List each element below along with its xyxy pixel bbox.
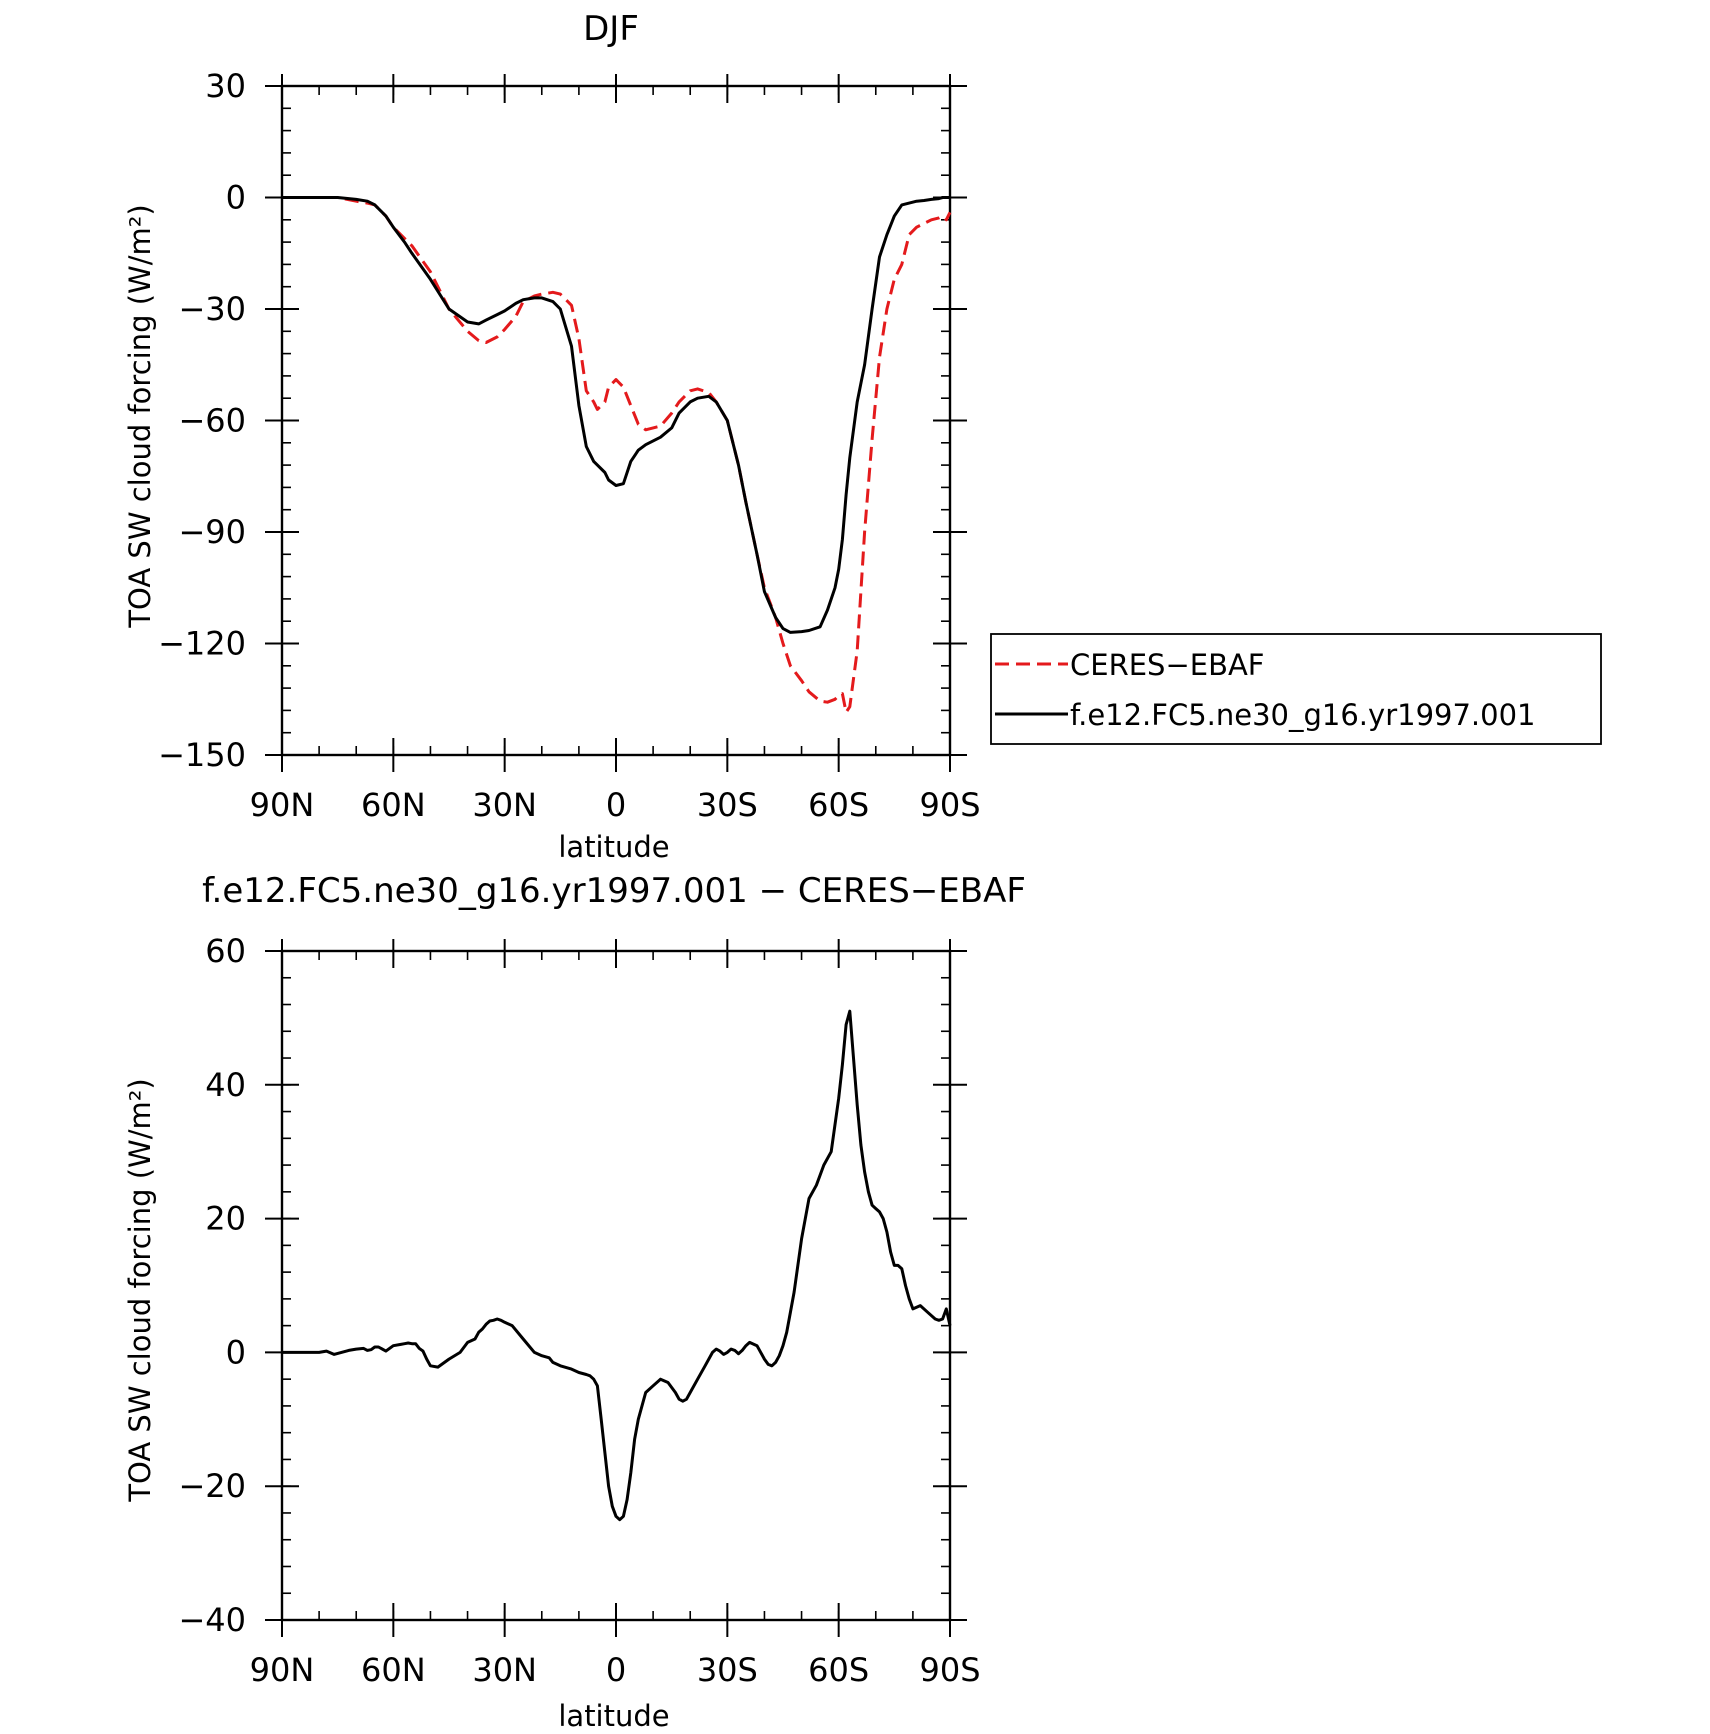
x-tick-label: 0 bbox=[606, 1651, 626, 1689]
y-tick-label: 60 bbox=[205, 932, 246, 970]
top-y-axis-label: TOA SW cloud forcing (W/m²) bbox=[123, 204, 157, 628]
top-chart-title: DJF bbox=[583, 9, 639, 49]
x-tick-label: 30S bbox=[697, 1651, 758, 1689]
y-tick-label: −40 bbox=[178, 1601, 246, 1639]
x-tick-label: 90S bbox=[919, 1651, 980, 1689]
x-tick-label: 90N bbox=[250, 1651, 315, 1689]
y-tick-label: 40 bbox=[205, 1066, 246, 1104]
x-tick-label: 60N bbox=[361, 786, 426, 824]
y-tick-label: −20 bbox=[178, 1467, 246, 1505]
bottom-chart-title: f.e12.FC5.ne30_g16.yr1997.001 − CERES−EB… bbox=[202, 871, 1026, 911]
x-tick-label: 0 bbox=[606, 786, 626, 824]
bottom-plot-area: 90N 60N 30N 0 30S 60S 90S 60 40 20 0 −20 −40 bbox=[178, 932, 980, 1689]
x-tick-label: 30N bbox=[472, 786, 537, 824]
bottom-plot-frame bbox=[280, 949, 952, 1622]
y-tick-label: −60 bbox=[178, 402, 246, 440]
top-plot-area: 90N 60N 30N 0 30S 60S 90S 30 0 −30 −60 −90 −120 −150 bbox=[158, 67, 980, 824]
y-tick-label: 30 bbox=[205, 67, 246, 105]
x-tick-label: 90S bbox=[919, 786, 980, 824]
x-tick-label: 60N bbox=[361, 1651, 426, 1689]
x-tick-label: 60S bbox=[808, 1651, 869, 1689]
x-tick-label: 30N bbox=[472, 1651, 537, 1689]
bottom-y-axis-label: TOA SW cloud forcing (W/m²) bbox=[123, 1078, 157, 1502]
top-series-line-0 bbox=[282, 196, 952, 714]
top-plot-frame bbox=[280, 84, 952, 757]
y-tick-label: 20 bbox=[205, 1200, 246, 1238]
bottom-x-axis-label: latitude bbox=[558, 1699, 669, 1733]
top-panel: DJF 90N 60N 30N 0 30S 60S 90S 30 0 −30 −60 −90 −120 −… bbox=[123, 9, 1602, 864]
bottom-series-line-0 bbox=[282, 1009, 952, 1522]
y-tick-label: −150 bbox=[158, 736, 246, 774]
y-tick-label: −120 bbox=[158, 625, 246, 663]
y-tick-label: −30 bbox=[178, 290, 246, 328]
x-tick-label: 30S bbox=[697, 786, 758, 824]
legend-box bbox=[990, 633, 1602, 745]
y-tick-label: 0 bbox=[226, 179, 246, 217]
legend-label-model: f.e12.FC5.ne30_g16.yr1997.001 bbox=[1070, 698, 1536, 732]
y-tick-label: −90 bbox=[178, 513, 246, 551]
x-tick-label: 90N bbox=[250, 786, 315, 824]
legend-label-ceres-ebaf: CERES−EBAF bbox=[1070, 648, 1265, 682]
legend: CERES−EBAF f.e12.FC5.ne30_g16.yr1997.001 bbox=[990, 633, 1602, 745]
bottom-panel: f.e12.FC5.ne30_g16.yr1997.001 − CERES−EB… bbox=[123, 871, 1026, 1733]
y-tick-label: 0 bbox=[226, 1333, 246, 1371]
x-tick-label: 60S bbox=[808, 786, 869, 824]
top-series-line-1 bbox=[282, 196, 950, 634]
top-x-axis-label: latitude bbox=[558, 830, 669, 864]
